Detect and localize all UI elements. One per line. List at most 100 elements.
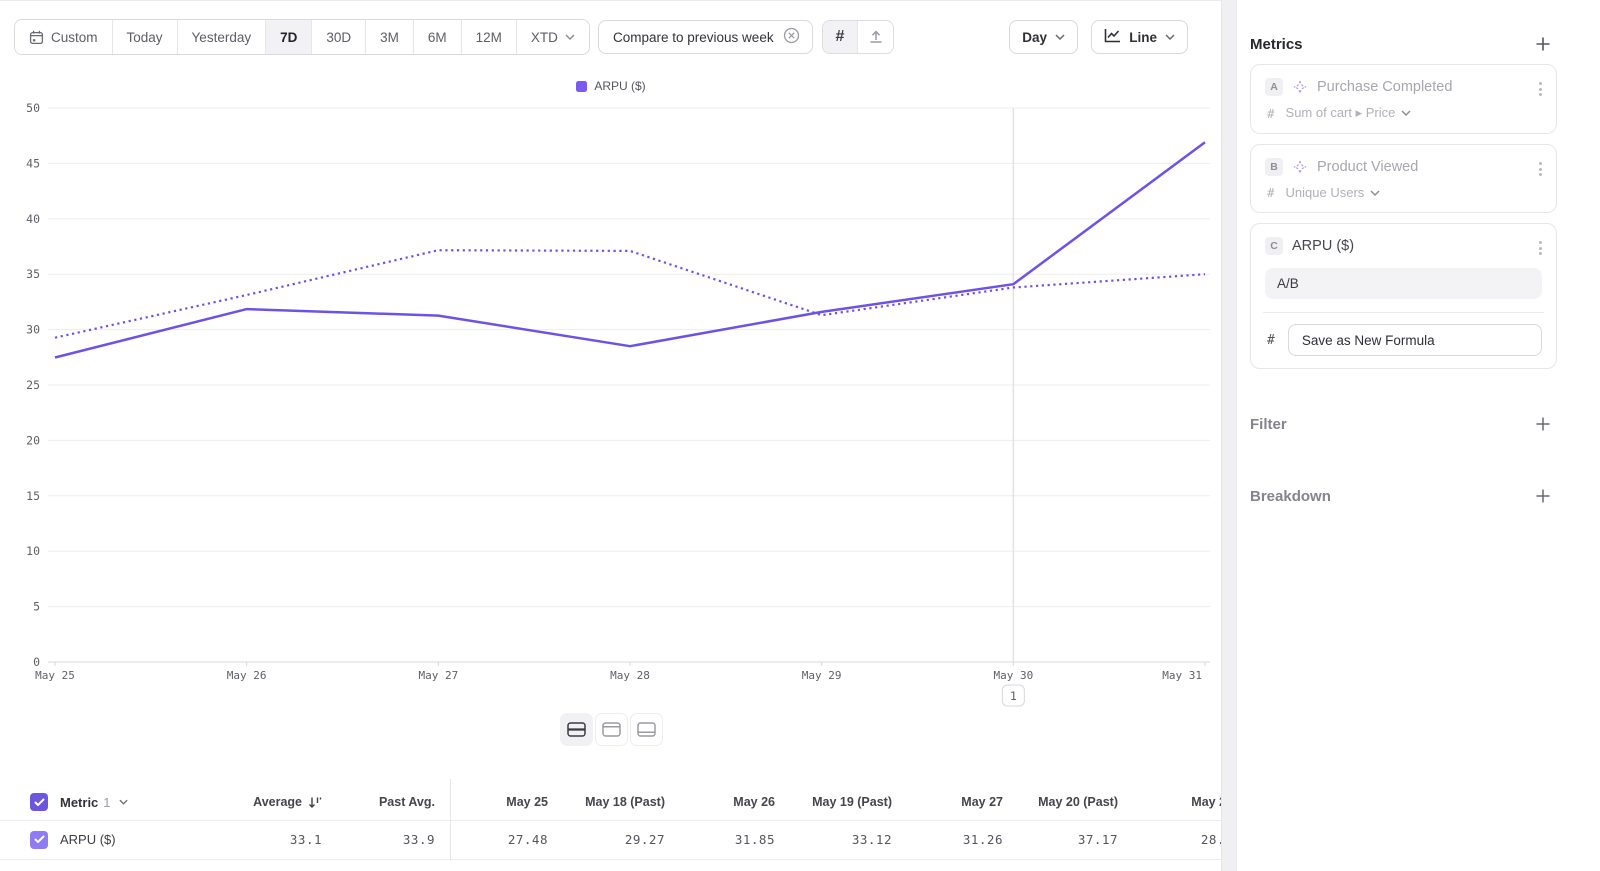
hash-icon: # [835,28,845,45]
save-as-new-formula-button[interactable]: Save as New Formula [1287,324,1542,356]
absolute-number-button[interactable]: # [823,21,858,53]
column-header-may-26[interactable]: May 26 [665,795,775,809]
line-chart-icon [1104,28,1121,46]
view-toggle-table-only[interactable] [629,713,663,746]
date-range-label: XTD [530,29,558,45]
chart-only-icon [601,722,621,737]
add-metric-button[interactable] [1533,34,1553,54]
column-header-label: May 19 (Past) [812,795,892,809]
interval-label: Day [1022,29,1047,45]
results-table: Metric 1 Average Past Avg. May 25 May 18 (P… [0,779,1221,861]
column-header-label: Average [253,795,302,809]
date-range-label: 12M [475,29,502,45]
x-axis-tick-label: May 25 [35,669,75,682]
x-axis-tick-label: May 28 [610,669,650,682]
table-value-cell: 31.85 [734,832,775,847]
date-range-label: Today [126,29,163,45]
date-range-label: Yesterday [191,29,252,45]
date-range-custom[interactable]: Custom [15,20,113,54]
table-value-cell: 33.12 [851,832,892,847]
hash-icon: # [1267,332,1275,348]
chevron-down-icon [565,34,575,40]
metric-options-kebab-icon[interactable] [1536,159,1545,179]
interval-dropdown[interactable]: Day [1009,20,1078,54]
metric-card-b[interactable]: B Product Viewed # Unique Users [1250,144,1557,213]
metric-aggregation[interactable]: Unique Users [1286,185,1381,200]
previous-period-line [54,249,1206,339]
column-header-may-27[interactable]: May 27 [892,795,1003,809]
metric-options-kebab-icon[interactable] [1536,79,1545,99]
chevron-down-icon [1401,110,1411,116]
growth-rate-button[interactable] [858,21,893,53]
y-axis-tick-label: 5 [33,600,40,614]
date-range-today[interactable]: Today [112,20,178,54]
table-value-cell: 27.48 [507,832,548,847]
current-period-line [54,141,1206,359]
view-toggle-chart-only[interactable] [594,713,628,746]
chevron-down-icon[interactable] [118,799,128,805]
column-header-may-18-past-[interactable]: May 18 (Past) [548,795,665,809]
column-header-may-25[interactable]: May 25 [435,795,548,809]
breakdown-section: Breakdown [1250,486,1553,506]
legend-label: ARPU ($) [594,79,646,93]
event-sparkle-icon [1293,80,1307,94]
column-header-may-19-past-[interactable]: May 19 (Past) [775,795,892,809]
add-breakdown-button[interactable] [1533,486,1553,506]
compare-chip[interactable]: Compare to previous week [598,20,813,54]
arpu-line-chart: 0 5 10 15 20 25 30 35 40 45 50 1 May 25 May 26 May 27 M… [26,101,1210,707]
date-range-label: 3M [380,29,399,45]
view-toggle-chart-and-table[interactable] [559,713,593,746]
chart-and-table-icon [566,722,586,737]
query-builder-sidebar: Metrics A Purchase Completed # Sum of cart … [1236,0,1600,871]
filter-section-title: Filter [1250,415,1287,433]
chart-type-dropdown[interactable]: Line [1091,20,1188,54]
metric-count: 1 [103,794,111,810]
date-range-30d[interactable]: 30D [312,20,367,54]
table-row[interactable]: ARPU ($) 33.1 33.9 27.48 29.27 31.85 33.12 31.… [0,821,1221,858]
y-axis-tick-label: 35 [26,267,40,281]
filter-section: Filter [1250,414,1553,434]
column-header-may-20-past-[interactable]: May 20 (Past) [1003,795,1118,809]
date-range-12m[interactable]: 12M [461,20,517,54]
metric-options-kebab-icon[interactable] [1536,238,1545,258]
select-all-checkbox[interactable] [30,793,48,811]
date-range-7d[interactable]: 7D [266,20,313,54]
y-axis-tick-label: 45 [26,156,40,170]
metric-letter-badge: C [1265,237,1283,255]
column-header-label: Past Avg. [378,795,435,809]
column-header-average[interactable]: Average [180,795,322,809]
metric-card-c[interactable]: C ARPU ($) A/B # Save as New Formula [1250,223,1557,369]
plus-icon [1536,37,1550,51]
add-filter-button[interactable] [1533,414,1553,434]
column-header-label: May 26 [733,795,775,809]
column-header-label: May 28 [1191,795,1221,809]
x-axis-tick-label: May 29 [802,669,842,682]
table-value-cell: 33.9 [402,832,435,847]
sort-descending-icon[interactable] [308,796,322,809]
metric-aggregation[interactable]: Sum of cart ▸ Price [1286,105,1412,121]
column-header-past-avg-[interactable]: Past Avg. [322,795,435,809]
column-header-label: May 20 (Past) [1038,795,1118,809]
table-value-cell: 31.26 [962,832,1003,847]
chevron-down-icon [1165,34,1175,40]
chart-legend: ARPU ($) [0,79,1221,93]
date-range-label: 7D [280,29,298,45]
date-range-xtd[interactable]: XTD [516,20,589,54]
chart-type-label: Line [1129,29,1157,45]
metric-card-a[interactable]: A Purchase Completed # Sum of cart ▸ Price [1250,64,1557,134]
date-range-3m[interactable]: 3M [366,20,414,54]
column-header-label: May 18 (Past) [585,795,665,809]
date-range-yesterday[interactable]: Yesterday [177,20,267,54]
y-axis-tick-label: 20 [26,433,40,447]
x-axis-tick-label: May 31 [1162,669,1202,682]
column-header-may-28[interactable]: May 28 [1118,795,1221,809]
x-axis-tick-label: May 30 [993,669,1033,682]
metric-letter-badge: A [1265,78,1283,96]
remove-compare-icon[interactable] [783,27,800,47]
annotation-badge[interactable]: 1 [1010,689,1017,703]
series-checkbox[interactable] [30,830,48,849]
date-range-label: 6M [427,29,447,45]
date-range-6m[interactable]: 6M [413,20,462,54]
formula-input[interactable]: A/B [1265,268,1542,299]
